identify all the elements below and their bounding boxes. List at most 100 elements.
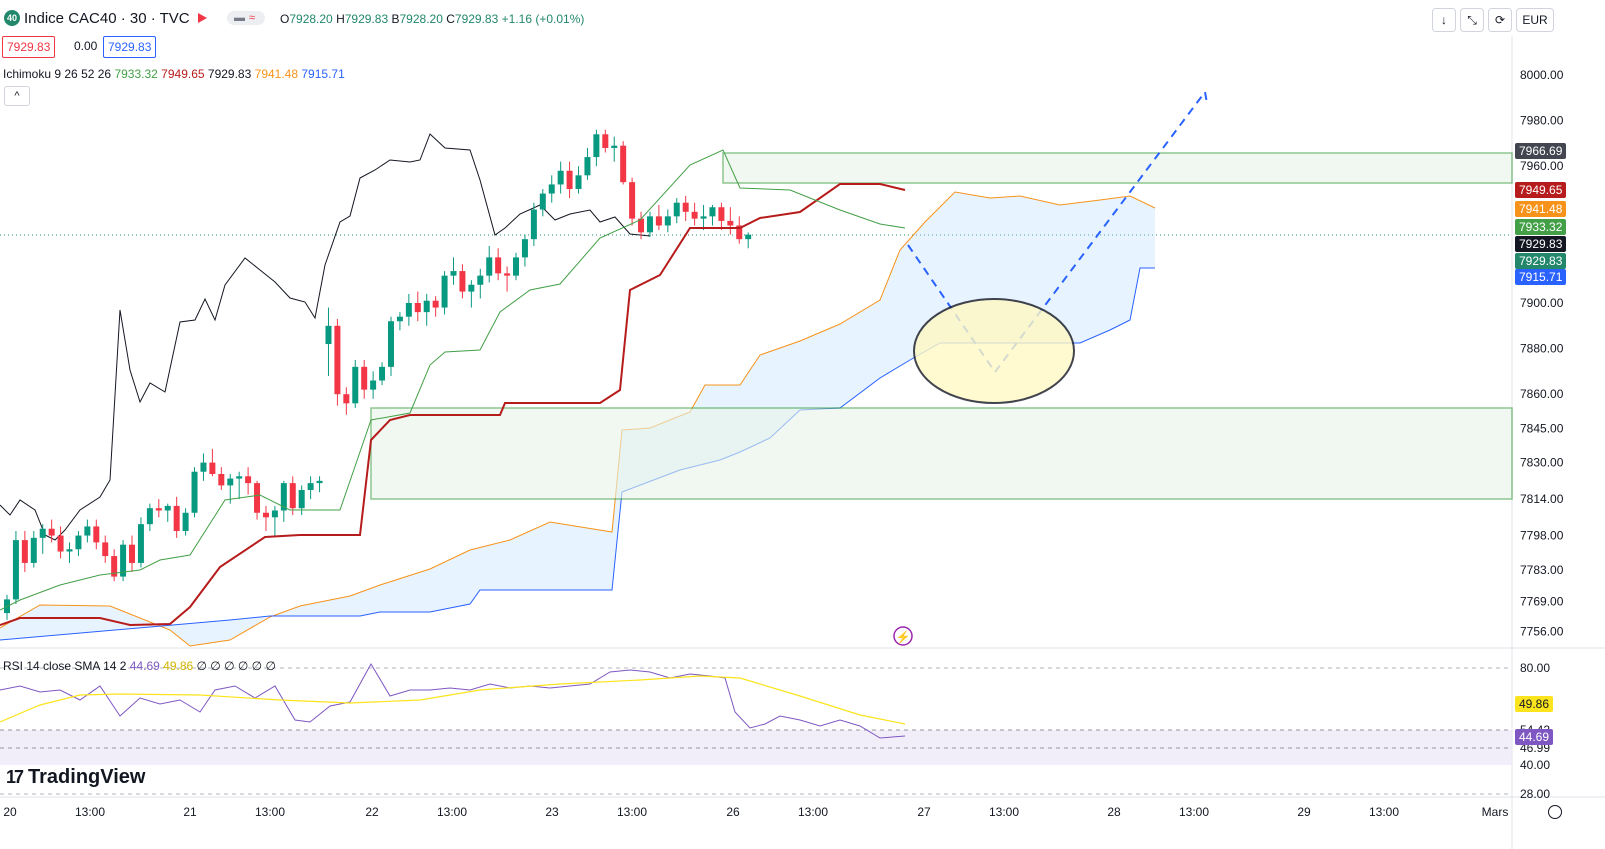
- candle-body: [423, 300, 430, 313]
- sell-price-button[interactable]: 7929.83: [2, 36, 56, 58]
- candle-body: [182, 512, 189, 531]
- candle-body: [566, 170, 573, 189]
- candle-body: [396, 316, 403, 322]
- rsi-value: 44.69: [129, 659, 160, 673]
- candle-body: [584, 157, 591, 176]
- currency-button[interactable]: EUR: [1516, 8, 1554, 32]
- candle-body: [655, 216, 662, 226]
- candle-body: [209, 462, 216, 474]
- symbol-title[interactable]: Indice CAC40 · 30 · TVC: [24, 10, 190, 27]
- candle-body: [387, 321, 394, 367]
- chart-header: 40 Indice CAC40 · 30 · TVC ▬ ≈ O7928.20 H…: [0, 0, 1605, 36]
- settings-icon[interactable]: [1548, 805, 1562, 819]
- candle-body: [280, 483, 287, 511]
- x-axis-tick-label: 13:00: [1369, 805, 1399, 819]
- price-axis-label: 7933.32: [1515, 219, 1567, 235]
- refresh-icon[interactable]: ⟳: [1488, 8, 1512, 32]
- candle-body: [673, 202, 680, 217]
- support-zone: [370, 407, 1513, 500]
- candle-body: [379, 366, 386, 381]
- candle-body: [120, 544, 127, 577]
- indicator-value: 7929.83: [207, 67, 252, 81]
- rsi-axis-value-label: 44.69: [1515, 729, 1554, 745]
- rsi-name: RSI: [3, 659, 24, 673]
- rsi-sma-value: 49.86: [163, 659, 194, 673]
- candle-body: [129, 544, 136, 563]
- candle-body: [682, 202, 689, 212]
- candle-body: [575, 175, 582, 189]
- candle-body: [593, 134, 600, 158]
- symbol-icon: 40: [4, 10, 20, 26]
- flag-icon[interactable]: [198, 13, 207, 23]
- x-axis-tick-label: 28: [1107, 805, 1121, 819]
- kijun-sen-line: [0, 183, 906, 627]
- candle-body: [316, 480, 323, 484]
- candle-body: [495, 257, 502, 274]
- candle-body: [700, 216, 707, 219]
- candle-body: [343, 394, 350, 404]
- indicator-value: 7941.48: [254, 67, 299, 81]
- x-axis-tick-label: 13:00: [617, 805, 647, 819]
- event-icon: [893, 626, 913, 646]
- candle-body: [691, 211, 698, 219]
- candle-body: [414, 303, 421, 313]
- rsi-extra: ∅ ∅ ∅ ∅ ∅ ∅: [196, 659, 276, 673]
- candle-body: [245, 476, 252, 484]
- buy-price-button[interactable]: 7929.83: [103, 36, 157, 58]
- y-axis-tick-label: 7814.00: [1520, 492, 1564, 506]
- tradingview-logo[interactable]: 17 TradingView: [6, 766, 146, 788]
- target-ellipse: [913, 298, 1075, 404]
- candle-body: [39, 528, 46, 538]
- x-axis-tick-label: 29: [1297, 805, 1311, 819]
- candle-body: [12, 540, 19, 600]
- candle-body: [352, 366, 359, 404]
- candle-body: [334, 325, 341, 395]
- resistance-zone: [722, 152, 1513, 184]
- candle-body: [146, 508, 153, 525]
- rsi-legend[interactable]: RSI 14 close SMA 14 2 44.69 49.86 ∅ ∅ ∅ …: [3, 659, 276, 673]
- candle-body: [611, 145, 618, 148]
- candle-body: [521, 239, 528, 258]
- candle-body: [236, 476, 243, 479]
- indicator-name: Ichimoku: [3, 67, 52, 81]
- candle-body: [638, 218, 645, 233]
- y-axis-tick-label: 7783.00: [1520, 563, 1564, 577]
- candle-body: [504, 273, 511, 276]
- candle-body: [370, 380, 377, 390]
- candle-body: [432, 300, 439, 308]
- candle-body: [66, 549, 73, 552]
- candle-body: [164, 505, 171, 511]
- candle-body: [602, 134, 609, 148]
- candle-body: [75, 535, 82, 550]
- rsi-axis-tick-label: 28.00: [1520, 787, 1550, 801]
- candle-body: [718, 207, 725, 221]
- candle-body: [745, 234, 752, 240]
- candle-body: [191, 471, 198, 513]
- candle-body: [298, 489, 305, 509]
- collapse-legend-icon[interactable]: ^: [4, 86, 30, 106]
- candle-body: [173, 505, 180, 531]
- visibility-toggle[interactable]: ▬ ≈: [227, 11, 265, 25]
- x-axis-tick-label: 22: [365, 805, 379, 819]
- rsi-axis-tick-label: 40.00: [1520, 758, 1550, 772]
- candle-body: [468, 284, 475, 292]
- fullscreen-icon[interactable]: ⤡: [1460, 8, 1484, 32]
- candle-body: [646, 216, 653, 233]
- candle-body: [218, 474, 225, 486]
- ichimoku-legend[interactable]: Ichimoku 9 26 52 26 7933.32 7949.65 7929…: [3, 67, 345, 81]
- candle-body: [539, 193, 546, 210]
- indicator-params: 9 26 52 26: [54, 67, 112, 81]
- candle-body: [111, 556, 118, 577]
- download-icon[interactable]: ↓: [1432, 8, 1456, 32]
- y-axis-tick-label: 7980.00: [1520, 114, 1564, 128]
- candle-body: [30, 537, 37, 563]
- candle-body: [450, 271, 457, 276]
- candle-body: [93, 526, 100, 543]
- candle-body: [620, 145, 627, 183]
- candle-body: [307, 483, 314, 490]
- candle-body: [254, 483, 261, 513]
- candle-body: [200, 462, 207, 472]
- x-axis-tick-label: 23: [545, 805, 559, 819]
- x-axis-tick-label: 26: [726, 805, 740, 819]
